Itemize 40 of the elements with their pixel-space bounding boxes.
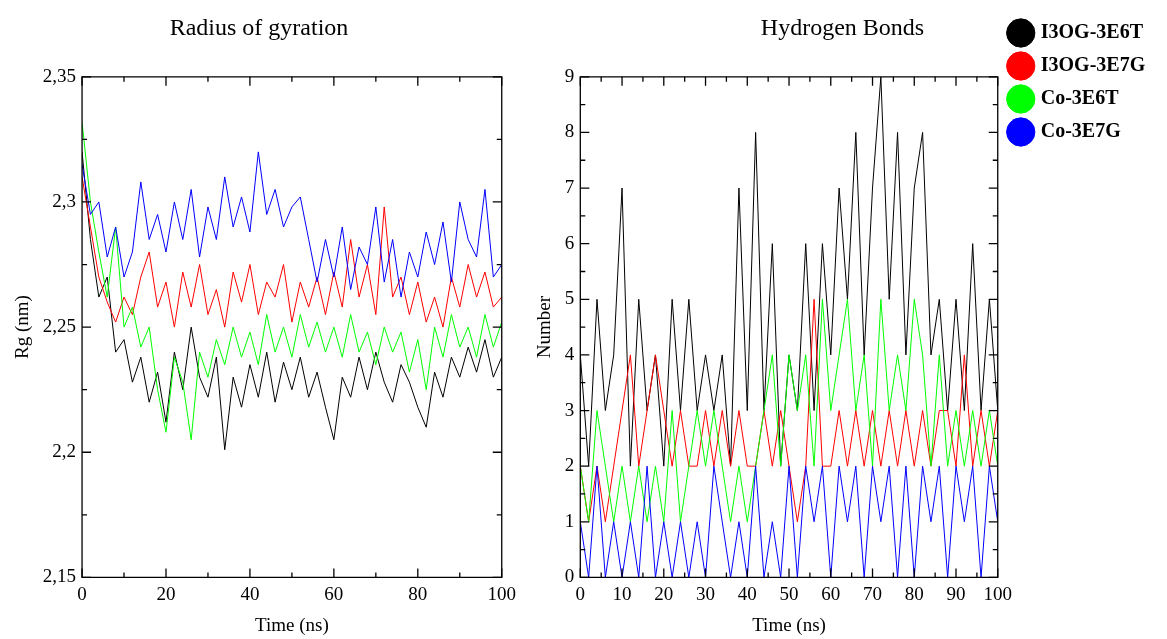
x-tick-label: 40 [240, 582, 260, 604]
x-tick-label: 60 [821, 582, 841, 604]
y-tick-label: 6 [564, 231, 575, 253]
x-tick-label: 100 [983, 582, 1012, 604]
x-axis-title: Time (ns) [752, 613, 826, 636]
y-tick-label: 9 [564, 64, 575, 86]
x-axis-title: Time (ns) [255, 613, 329, 636]
y-tick-label: 2,3 [52, 189, 77, 211]
y-tick-label: 2,35 [42, 64, 77, 86]
x-tick-label: 70 [863, 582, 883, 604]
y-tick-label: 2,2 [52, 440, 77, 462]
y-tick-label: 4 [564, 342, 575, 364]
legend-label: Co-3E6T [1040, 86, 1120, 109]
x-tick-label: 60 [324, 582, 344, 604]
legend-label: I3OG-3E7G [1040, 53, 1146, 76]
x-tick-label: 80 [904, 582, 924, 604]
chart-title: Radius of gyration [169, 13, 349, 40]
x-tick-label: 30 [696, 582, 716, 604]
y-tick-label: 0 [564, 565, 575, 587]
y-axis-title: Rg (nm) [11, 295, 34, 360]
y-tick-label: 3 [564, 398, 575, 420]
y-tick-label: 5 [564, 287, 575, 309]
x-tick-label: 20 [654, 582, 674, 604]
x-tick-label: 80 [408, 582, 428, 604]
x-tick-label: 10 [612, 582, 632, 604]
chart-title: Hydrogen Bonds [760, 13, 925, 40]
x-tick-label: 90 [946, 582, 966, 604]
y-tick-label: 2,15 [42, 565, 77, 587]
y-tick-label: 2 [564, 454, 575, 476]
y-axis-title: Number [533, 295, 555, 359]
y-tick-label: 2,25 [42, 315, 77, 337]
x-tick-label: 40 [737, 582, 757, 604]
x-tick-label: 100 [487, 582, 516, 604]
y-tick-label: 1 [564, 509, 575, 531]
x-tick-label: 50 [779, 582, 799, 604]
y-tick-label: 8 [564, 120, 575, 142]
legend-label: I3OG-3E6T [1040, 20, 1144, 43]
legend-label: Co-3E7G [1040, 119, 1122, 142]
x-tick-label: 20 [156, 582, 176, 604]
y-tick-label: 7 [564, 176, 575, 198]
